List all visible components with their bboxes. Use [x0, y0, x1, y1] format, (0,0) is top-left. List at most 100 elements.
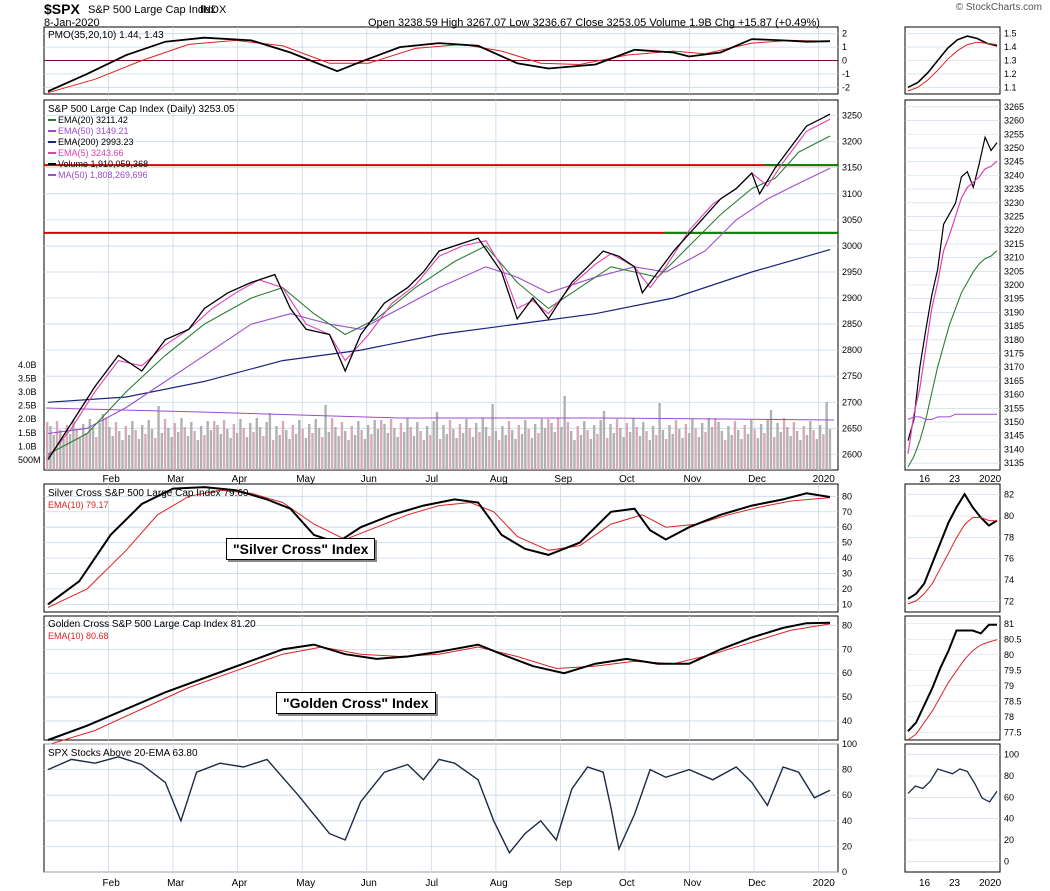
- silver-side-ema: [907, 517, 998, 605]
- date-label: 8-Jan-2020: [44, 17, 100, 29]
- volume-bar: [147, 420, 150, 470]
- volume-bar: [671, 434, 674, 470]
- volume-bar: [501, 426, 504, 470]
- golden-tick-label: 80: [842, 621, 852, 631]
- price-side-tick-label: 3245: [1004, 157, 1024, 167]
- volume-bar: [275, 426, 278, 470]
- month-label: Apr: [232, 474, 248, 485]
- volume-bar: [82, 424, 85, 470]
- volume-bar: [455, 438, 458, 470]
- silver-tick-label: 50: [842, 538, 852, 548]
- volume-bar: [733, 421, 737, 470]
- volume-bar: [737, 430, 740, 470]
- volume-bar: [488, 436, 491, 470]
- price-side-tick-label: 3235: [1004, 184, 1024, 194]
- volume-bar: [363, 439, 367, 470]
- side-price-line: [907, 135, 998, 441]
- volume-bar: [213, 421, 216, 470]
- golden-tick-label: 40: [842, 716, 852, 726]
- volume-bar: [773, 437, 776, 470]
- volume-bar: [104, 418, 108, 470]
- volume-bar: [65, 425, 69, 470]
- silver-side-tick-label: 80: [1004, 511, 1014, 521]
- volume-bar: [648, 440, 651, 470]
- volume-bar: [619, 428, 622, 470]
- side-day-label: 2020: [979, 474, 1002, 485]
- golden-side-tick-label: 79: [1004, 681, 1014, 691]
- volume-bar: [258, 427, 262, 470]
- volume-bar: [828, 429, 832, 470]
- volume-bar: [812, 430, 815, 470]
- volume-bar: [219, 434, 222, 470]
- bottom-month-label: 2020: [813, 878, 836, 889]
- volume-bar: [396, 437, 399, 470]
- volume-bar: [308, 424, 311, 470]
- volume-bar: [111, 436, 114, 470]
- volume-bar: [288, 439, 291, 470]
- volume-bar: [809, 421, 812, 470]
- bottom-side-day-label: 16: [919, 878, 931, 889]
- volume-bar: [511, 430, 514, 470]
- price-legend-entry: Volume 1,910,059,368: [58, 159, 148, 169]
- volume-bar: [668, 425, 671, 470]
- golden-cross-line: [47, 621, 831, 741]
- price-side-tick-label: 3210: [1004, 253, 1024, 263]
- volume-bar: [763, 433, 766, 470]
- volume-bar: [173, 423, 177, 470]
- price-tick-label: 3150: [842, 163, 862, 173]
- volume-bar: [789, 436, 792, 470]
- above20-legend: SPX Stocks Above 20-EMA 63.80: [48, 748, 198, 759]
- volume-bar: [478, 432, 481, 470]
- volume-bar: [327, 432, 331, 470]
- volume-bar: [347, 440, 350, 470]
- volume-bar: [262, 436, 265, 470]
- price-line: [47, 113, 831, 460]
- volume-bar: [628, 432, 632, 470]
- volume-bar: [150, 429, 154, 470]
- volume-bar: [609, 424, 612, 470]
- volume-bar: [448, 420, 452, 470]
- volume-bar: [822, 434, 825, 470]
- golden-side-ema: [907, 639, 998, 741]
- volume-bar: [612, 433, 615, 470]
- volume-bar: [674, 420, 678, 470]
- above20-tick-label: 40: [842, 816, 852, 826]
- volume-bar: [766, 419, 769, 470]
- bottom-month-label: Jul: [425, 878, 438, 889]
- credit-label: © StockCharts.com: [955, 2, 1042, 13]
- volume-bar: [406, 418, 409, 470]
- volume-bar: [68, 434, 72, 470]
- volume-bar: [458, 424, 462, 470]
- golden-side-tick-label: 80.5: [1004, 634, 1022, 644]
- volume-bar: [786, 427, 789, 470]
- volume-bar: [563, 396, 566, 470]
- volume-bar: [638, 436, 642, 470]
- volume-bar: [52, 435, 55, 470]
- volume-bar: [245, 437, 249, 470]
- volume-bar: [232, 424, 236, 470]
- volume-bar: [242, 428, 245, 470]
- volume-bar: [540, 419, 543, 470]
- volume-tick-label: 2.5B: [18, 401, 37, 411]
- volume-bar: [530, 438, 534, 470]
- volume-bar: [720, 431, 724, 470]
- volume-bar: [177, 432, 180, 470]
- volume-bar: [681, 438, 684, 470]
- volume-bar: [422, 440, 426, 470]
- volume-bar: [193, 431, 196, 470]
- volume-bar: [566, 422, 570, 470]
- price-tick-label: 2900: [842, 293, 862, 303]
- price-side-tick-label: 3190: [1004, 307, 1024, 317]
- volume-bar: [366, 425, 370, 470]
- price-tick-label: 2950: [842, 267, 862, 277]
- volume-bar: [429, 435, 432, 470]
- golden-side-tick-label: 81: [1004, 619, 1014, 629]
- month-label: Jul: [425, 474, 438, 485]
- volume-bar: [324, 405, 327, 470]
- volume-bar: [560, 427, 563, 470]
- price-side-tick-label: 3220: [1004, 225, 1024, 235]
- volume-bar: [199, 426, 203, 470]
- volume-bar: [163, 419, 167, 470]
- volume-tick-label: 4.0B: [18, 360, 37, 370]
- silver-tick-label: 40: [842, 553, 852, 563]
